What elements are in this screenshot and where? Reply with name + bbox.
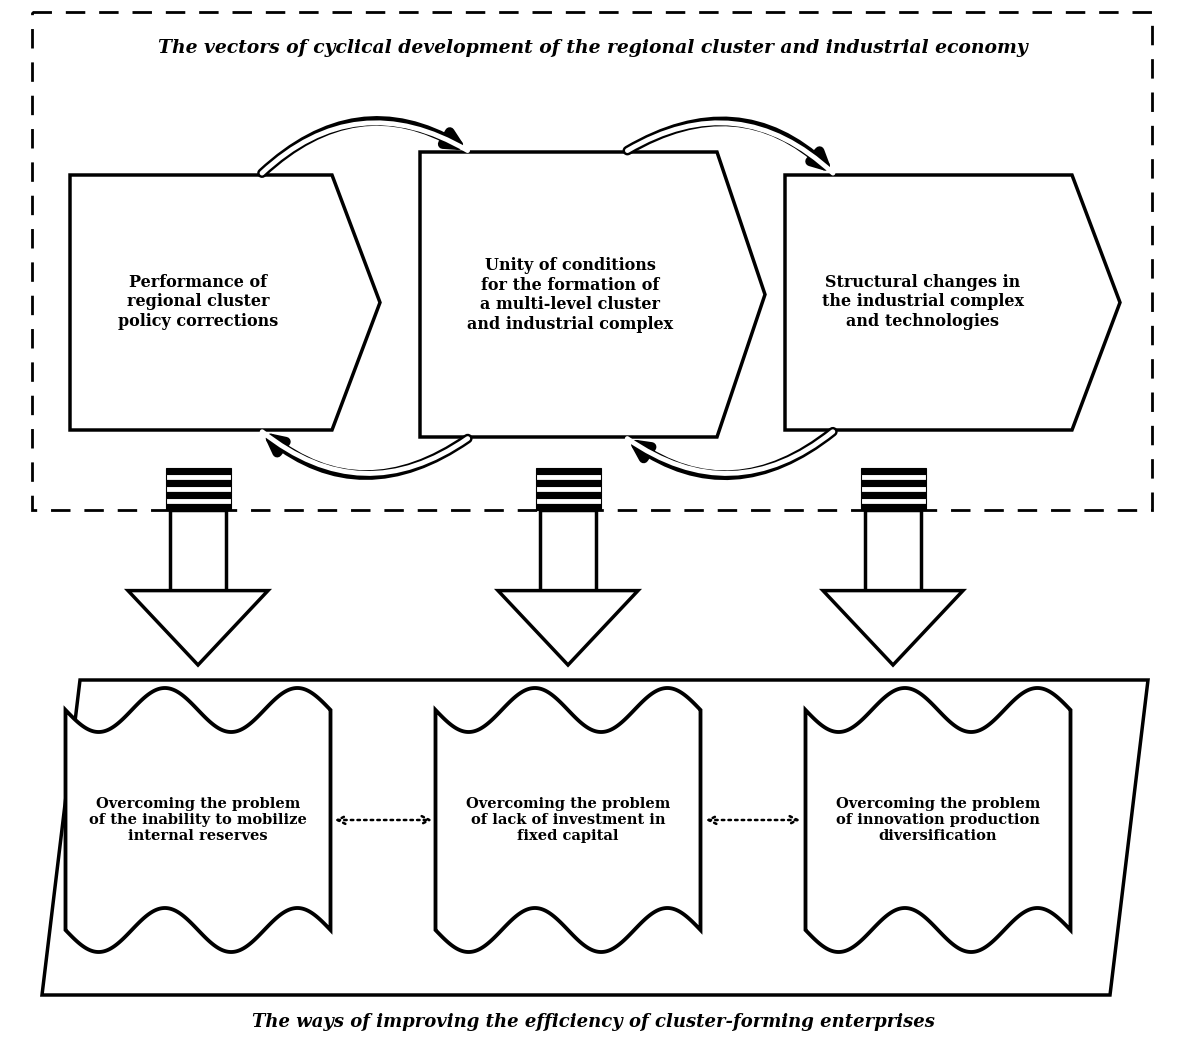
Polygon shape (42, 680, 1148, 995)
Bar (536, 504, 600, 511)
Text: The ways of improving the efficiency of cluster-forming enterprises: The ways of improving the efficiency of … (251, 1013, 935, 1031)
Polygon shape (785, 175, 1120, 430)
Bar (861, 474, 925, 480)
FancyArrowPatch shape (262, 121, 458, 173)
Polygon shape (805, 688, 1071, 952)
Bar (865, 511, 922, 591)
FancyArrowPatch shape (262, 123, 467, 173)
FancyArrowPatch shape (627, 121, 825, 166)
Polygon shape (65, 688, 331, 952)
Text: Structural changes in
the industrial complex
and technologies: Structural changes in the industrial com… (822, 274, 1024, 330)
Bar (861, 492, 925, 498)
Bar (166, 487, 230, 492)
Bar (861, 504, 925, 511)
Text: The vectors of cyclical development of the regional cluster and industrial econo: The vectors of cyclical development of t… (158, 39, 1028, 57)
Bar (536, 492, 600, 498)
Bar (540, 511, 597, 591)
Polygon shape (498, 591, 638, 665)
Polygon shape (128, 591, 268, 665)
Bar (536, 468, 600, 474)
Bar (170, 511, 227, 591)
Bar (166, 492, 230, 498)
Bar (166, 480, 230, 487)
Bar (166, 474, 230, 480)
FancyArrowPatch shape (262, 432, 467, 474)
Bar (166, 504, 230, 511)
Bar (861, 480, 925, 487)
Text: Overcoming the problem
of the inability to mobilize
internal reserves: Overcoming the problem of the inability … (89, 797, 307, 844)
Polygon shape (70, 175, 380, 430)
Polygon shape (435, 688, 701, 952)
Bar (861, 487, 925, 492)
Bar (166, 498, 230, 504)
Bar (861, 468, 925, 474)
FancyArrowPatch shape (627, 432, 833, 474)
FancyArrowPatch shape (636, 432, 833, 475)
Text: Overcoming the problem
of lack of investment in
fixed capital: Overcoming the problem of lack of invest… (466, 797, 670, 844)
Polygon shape (823, 591, 963, 665)
Bar (536, 480, 600, 487)
Text: Overcoming the problem
of innovation production
diversification: Overcoming the problem of innovation pro… (836, 797, 1040, 844)
Bar (166, 468, 230, 474)
Text: Performance of
regional cluster
policy corrections: Performance of regional cluster policy c… (117, 274, 279, 330)
FancyArrowPatch shape (627, 123, 833, 173)
Bar (32, 11, 1152, 511)
Bar (536, 487, 600, 492)
FancyArrowPatch shape (270, 438, 467, 475)
Bar (861, 498, 925, 504)
Bar (536, 498, 600, 504)
Polygon shape (420, 152, 765, 437)
Bar (536, 474, 600, 480)
Text: Unity of conditions
for the formation of
a multi-level cluster
and industrial co: Unity of conditions for the formation of… (467, 257, 674, 333)
